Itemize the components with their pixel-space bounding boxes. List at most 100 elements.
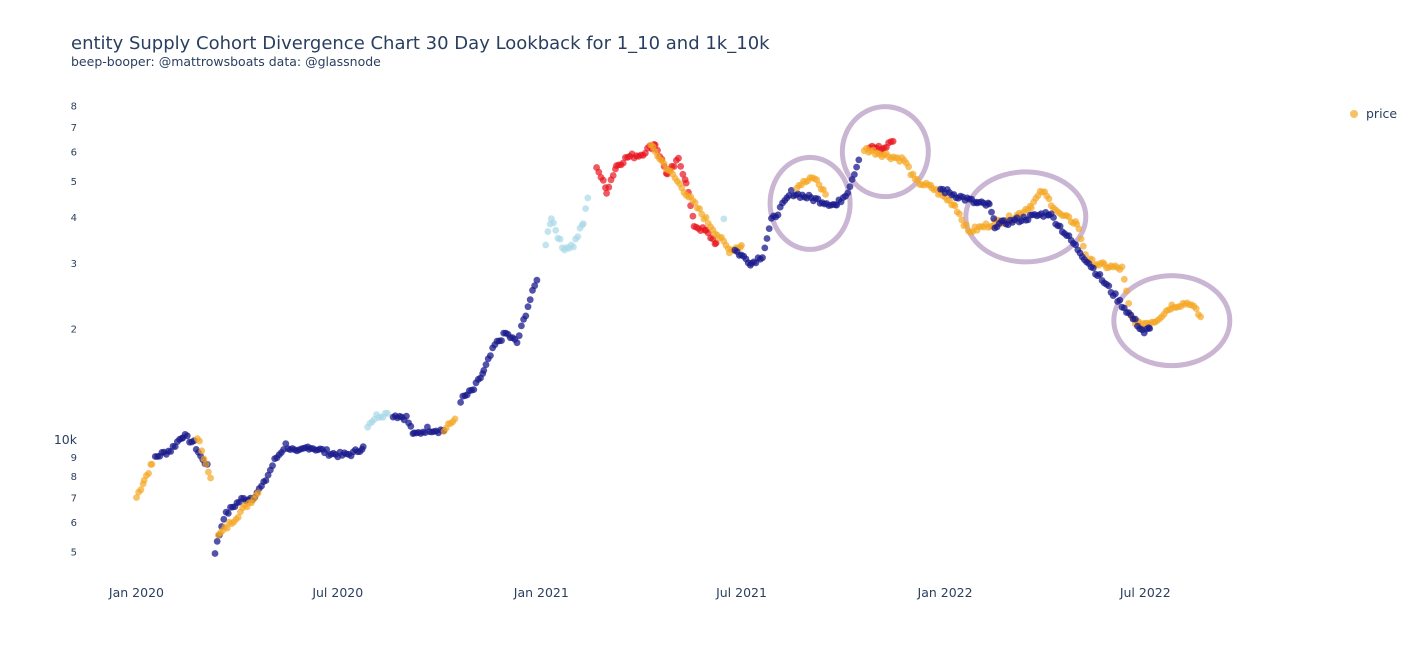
- data-point-orange: [145, 470, 153, 477]
- data-point-orange: [1192, 305, 1200, 312]
- x-axis: Jan 2020 Jul 2020 Jan 2021 Jul 2021 Jan 2022…: [108, 585, 1171, 600]
- data-point-navy: [224, 510, 232, 517]
- data-point-navy: [1050, 214, 1057, 221]
- data-point-navy: [262, 477, 270, 484]
- data-point-navy: [1116, 296, 1124, 304]
- y-tick-label: 9: [71, 453, 77, 464]
- data-point-navy: [211, 550, 219, 557]
- data-point-red: [677, 163, 685, 170]
- data-point-navy: [515, 332, 523, 340]
- annotation-circle: [767, 154, 853, 252]
- data-point-navy: [765, 225, 773, 233]
- data-point-navy: [787, 187, 795, 194]
- data-point-lightblue: [384, 410, 391, 417]
- annotation-circle: [839, 104, 931, 200]
- legend-marker-price: [1350, 109, 1358, 118]
- y-tick-label: 3: [71, 259, 77, 270]
- data-point-red: [679, 170, 687, 178]
- data-point-orange: [133, 494, 140, 501]
- data-point-orange: [451, 415, 459, 423]
- data-point-orange: [205, 468, 212, 476]
- data-point-orange: [196, 437, 203, 445]
- data-point-navy: [1146, 325, 1154, 332]
- data-point-navy: [761, 244, 769, 252]
- data-point-lightblue: [550, 219, 557, 227]
- data-point-lightblue: [582, 205, 589, 213]
- data-point-orange: [198, 447, 206, 455]
- data-point-orange: [234, 513, 242, 521]
- y-tick-label: 8: [71, 101, 77, 112]
- data-point-navy: [518, 322, 525, 330]
- data-point-orange: [958, 216, 966, 224]
- data-point-navy: [407, 422, 415, 430]
- data-point-orange: [148, 460, 156, 468]
- data-point-lightblue: [570, 243, 577, 251]
- data-point-navy: [522, 312, 530, 320]
- data-point-navy: [480, 367, 488, 374]
- data-point-navy: [323, 446, 331, 453]
- data-point-navy: [269, 462, 276, 470]
- data-point-lightblue: [552, 226, 560, 234]
- data-point-orange: [1125, 300, 1133, 307]
- data-point-navy: [851, 171, 858, 178]
- data-point-orange: [660, 160, 668, 168]
- data-point-orange: [1123, 287, 1130, 295]
- data-point-orange: [962, 221, 970, 229]
- data-point-orange: [1075, 225, 1083, 233]
- data-point-lightblue: [720, 215, 728, 223]
- legend[interactable]: price: [1350, 106, 1397, 121]
- data-point-orange: [1120, 275, 1128, 283]
- data-point-red: [605, 183, 613, 191]
- chart-subtitle: beep-booper: @mattrowsboats data: @glass…: [71, 54, 381, 69]
- data-point-lightblue: [556, 235, 564, 243]
- data-point-navy: [990, 215, 998, 222]
- data-point-orange: [254, 489, 262, 497]
- data-point-red: [609, 172, 617, 179]
- data-point-lightblue: [542, 241, 550, 249]
- x-tick-label: Jan 2020: [108, 585, 164, 600]
- data-point-navy: [988, 208, 995, 216]
- data-point-orange: [1118, 263, 1126, 271]
- chart-title: entity Supply Cohort Divergence Chart 30…: [71, 33, 770, 54]
- data-point-red: [712, 239, 720, 247]
- x-tick-label: Jul 2022: [1119, 585, 1171, 600]
- data-point-navy: [1072, 241, 1079, 249]
- x-tick-label: Jul 2021: [715, 585, 767, 600]
- points-layer: [133, 137, 1204, 557]
- x-tick-label: Jan 2021: [513, 585, 569, 600]
- y-tick-label: 7: [71, 493, 77, 504]
- data-point-navy: [853, 163, 860, 171]
- data-point-red: [595, 168, 603, 176]
- data-point-red: [675, 154, 682, 162]
- data-point-orange: [822, 191, 829, 198]
- legend-label-price: price: [1366, 106, 1398, 121]
- y-tick-label: 2: [71, 324, 77, 335]
- y-tick-label: 6: [71, 518, 77, 529]
- y-tick-label: 5: [71, 548, 77, 559]
- data-point-orange: [1045, 195, 1053, 203]
- annotation-layer: [767, 104, 1233, 369]
- data-point-navy: [759, 254, 766, 262]
- data-point-lightblue: [579, 220, 587, 228]
- y-tick-label: 7: [71, 123, 77, 134]
- data-point-navy: [1131, 315, 1139, 323]
- data-point-navy: [1096, 271, 1104, 278]
- data-point-red: [689, 212, 697, 220]
- data-point-navy: [167, 448, 175, 455]
- y-axis: 5 6 7 8 9 10k 2 3 4 5 6 7 8: [54, 101, 78, 558]
- data-point-navy: [1089, 264, 1097, 272]
- annotation-circle: [963, 169, 1089, 265]
- data-point-orange: [696, 205, 703, 213]
- annotation-circle: [1111, 273, 1233, 369]
- y-tick-label: 6: [71, 148, 77, 159]
- data-point-navy: [457, 399, 464, 406]
- data-point-navy: [985, 200, 993, 208]
- data-point-navy: [498, 337, 505, 344]
- data-point-navy: [844, 189, 852, 197]
- data-point-navy: [763, 235, 771, 242]
- data-point-red: [682, 179, 690, 187]
- data-point-navy: [482, 361, 490, 369]
- data-point-orange: [200, 455, 208, 463]
- y-tick-label: 5: [71, 177, 77, 188]
